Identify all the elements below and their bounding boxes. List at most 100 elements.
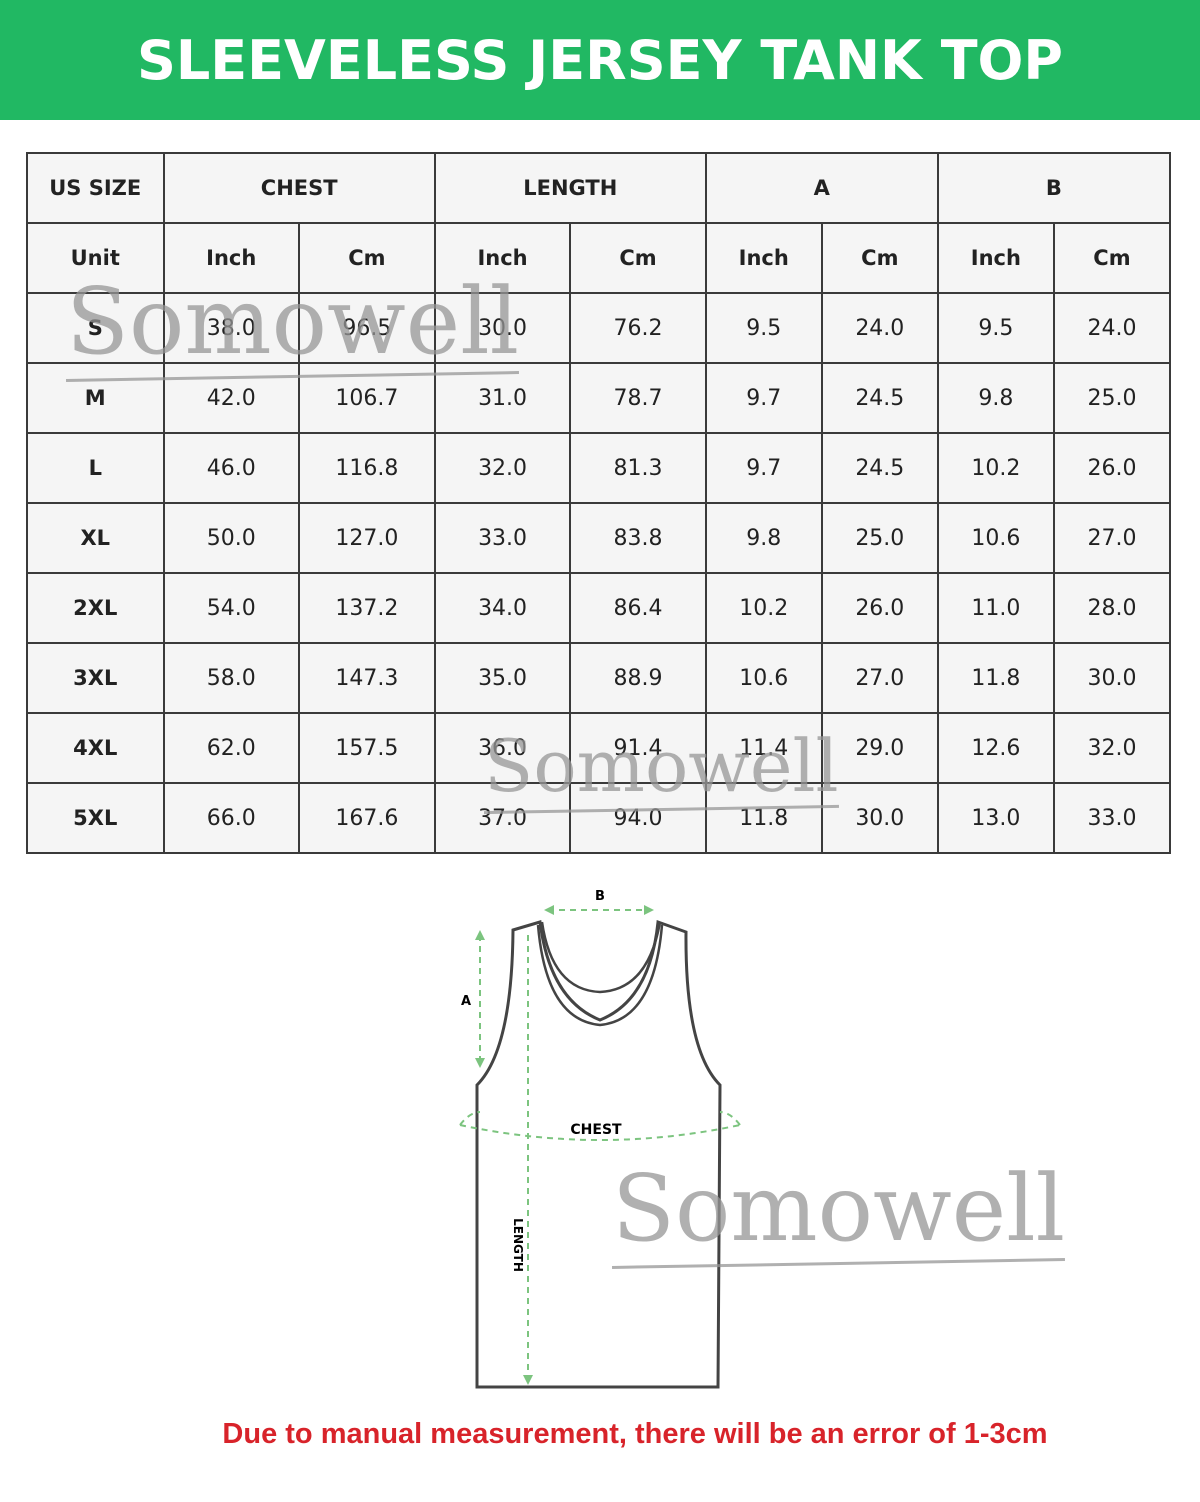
table-row: 4XL 62.0 157.5 36.0 91.4 11.4 29.0 12.6 32.0 bbox=[26, 712, 1172, 784]
value-cell: 81.3 bbox=[569, 432, 707, 504]
size-cell: M bbox=[26, 362, 165, 434]
value-cell: 9.7 bbox=[704, 362, 823, 434]
size-cell: XL bbox=[26, 502, 165, 574]
value-cell: 26.0 bbox=[1052, 432, 1172, 504]
size-cell: 2XL bbox=[26, 572, 165, 644]
value-cell: 37.0 bbox=[433, 782, 572, 854]
value-cell: 167.6 bbox=[297, 782, 436, 854]
unit-header: Unit bbox=[26, 222, 165, 294]
group-header-row: US SIZE CHEST LENGTH A B bbox=[26, 152, 1172, 224]
value-cell: 86.4 bbox=[569, 572, 707, 644]
value-cell: 25.0 bbox=[1052, 362, 1172, 434]
value-cell: 58.0 bbox=[162, 642, 300, 714]
value-cell: 66.0 bbox=[162, 782, 300, 854]
value-cell: 94.0 bbox=[569, 782, 707, 854]
unit-header-row: Unit Inch Cm Inch Cm Inch Cm Inch Cm bbox=[26, 222, 1172, 294]
tank-top-diagram: B A CHEST LENGTH bbox=[459, 889, 741, 1389]
unit-header: Inch bbox=[936, 222, 1055, 294]
value-cell: 28.0 bbox=[1052, 572, 1172, 644]
chest-measure-line bbox=[459, 1111, 741, 1141]
value-cell: 10.2 bbox=[704, 572, 823, 644]
value-cell: 34.0 bbox=[433, 572, 572, 644]
table-row: 5XL 66.0 167.6 37.0 94.0 11.8 30.0 13.0 33.0 bbox=[26, 782, 1172, 854]
value-cell: 13.0 bbox=[936, 782, 1055, 854]
unit-header: Cm bbox=[820, 222, 939, 294]
value-cell: 30.0 bbox=[820, 782, 939, 854]
value-cell: 127.0 bbox=[297, 502, 436, 574]
title-banner: SLEEVELESS JERSEY TANK TOP bbox=[0, 0, 1200, 120]
value-cell: 76.2 bbox=[569, 292, 707, 364]
value-cell: 26.0 bbox=[820, 572, 939, 644]
group-header: B bbox=[936, 152, 1172, 224]
value-cell: 32.0 bbox=[1052, 712, 1172, 784]
value-cell: 24.0 bbox=[820, 292, 939, 364]
value-cell: 27.0 bbox=[1052, 502, 1172, 574]
size-cell: S bbox=[26, 292, 165, 364]
value-cell: 10.2 bbox=[936, 432, 1055, 504]
value-cell: 157.5 bbox=[297, 712, 436, 784]
value-cell: 83.8 bbox=[569, 502, 707, 574]
unit-header: Cm bbox=[569, 222, 707, 294]
value-cell: 33.0 bbox=[1052, 782, 1172, 854]
table-row: 3XL 58.0 147.3 35.0 88.9 10.6 27.0 11.8 30.0 bbox=[26, 642, 1172, 714]
value-cell: 30.0 bbox=[1052, 642, 1172, 714]
value-cell: 46.0 bbox=[162, 432, 300, 504]
value-cell: 106.7 bbox=[297, 362, 436, 434]
table-row: 2XL 54.0 137.2 34.0 86.4 10.2 26.0 11.0 28.0 bbox=[26, 572, 1172, 644]
size-cell: 3XL bbox=[26, 642, 165, 714]
value-cell: 10.6 bbox=[704, 642, 823, 714]
value-cell: 11.0 bbox=[936, 572, 1055, 644]
value-cell: 27.0 bbox=[820, 642, 939, 714]
value-cell: 11.4 bbox=[704, 712, 823, 784]
unit-header: Inch bbox=[704, 222, 823, 294]
value-cell: 25.0 bbox=[820, 502, 939, 574]
size-chart-table: US SIZE CHEST LENGTH A B Unit Inch Cm Inch Cm Inch… bbox=[26, 152, 1172, 854]
group-header: LENGTH bbox=[433, 152, 707, 224]
unit-header: Cm bbox=[1052, 222, 1172, 294]
page-title: SLEEVELESS JERSEY TANK TOP bbox=[136, 28, 1064, 92]
value-cell: 54.0 bbox=[162, 572, 300, 644]
size-cell: L bbox=[26, 432, 165, 504]
chest-label: CHEST bbox=[570, 1122, 622, 1138]
value-cell: 91.4 bbox=[569, 712, 707, 784]
b-label: B bbox=[595, 889, 605, 904]
value-cell: 42.0 bbox=[162, 362, 300, 434]
value-cell: 11.8 bbox=[704, 782, 823, 854]
value-cell: 9.8 bbox=[936, 362, 1055, 434]
unit-header: Cm bbox=[297, 222, 436, 294]
value-cell: 33.0 bbox=[433, 502, 572, 574]
measurement-note: Due to manual measurement, there will be… bbox=[222, 1418, 1048, 1450]
table-row: L 46.0 116.8 32.0 81.3 9.7 24.5 10.2 26.0 bbox=[26, 432, 1172, 504]
group-header: CHEST bbox=[162, 152, 436, 224]
value-cell: 62.0 bbox=[162, 712, 300, 784]
value-cell: 9.8 bbox=[704, 502, 823, 574]
value-cell: 24.0 bbox=[1052, 292, 1172, 364]
length-label: LENGTH bbox=[511, 1218, 525, 1272]
value-cell: 11.8 bbox=[936, 642, 1055, 714]
unit-header: Inch bbox=[433, 222, 572, 294]
value-cell: 30.0 bbox=[433, 292, 572, 364]
unit-header: Inch bbox=[162, 222, 300, 294]
value-cell: 50.0 bbox=[162, 502, 300, 574]
value-cell: 31.0 bbox=[433, 362, 572, 434]
value-cell: 24.5 bbox=[820, 362, 939, 434]
value-cell: 10.6 bbox=[936, 502, 1055, 574]
value-cell: 29.0 bbox=[820, 712, 939, 784]
group-header: US SIZE bbox=[26, 152, 165, 224]
value-cell: 12.6 bbox=[936, 712, 1055, 784]
value-cell: 38.0 bbox=[162, 292, 300, 364]
table-row: S 38.0 96.5 30.0 76.2 9.5 24.0 9.5 24.0 bbox=[26, 292, 1172, 364]
value-cell: 116.8 bbox=[297, 432, 436, 504]
size-cell: 5XL bbox=[26, 782, 165, 854]
value-cell: 137.2 bbox=[297, 572, 436, 644]
value-cell: 9.7 bbox=[704, 432, 823, 504]
value-cell: 88.9 bbox=[569, 642, 707, 714]
size-cell: 4XL bbox=[26, 712, 165, 784]
value-cell: 9.5 bbox=[936, 292, 1055, 364]
value-cell: 35.0 bbox=[433, 642, 572, 714]
table-row: XL 50.0 127.0 33.0 83.8 9.8 25.0 10.6 27.0 bbox=[26, 502, 1172, 574]
value-cell: 32.0 bbox=[433, 432, 572, 504]
value-cell: 96.5 bbox=[297, 292, 436, 364]
value-cell: 24.5 bbox=[820, 432, 939, 504]
value-cell: 147.3 bbox=[297, 642, 436, 714]
